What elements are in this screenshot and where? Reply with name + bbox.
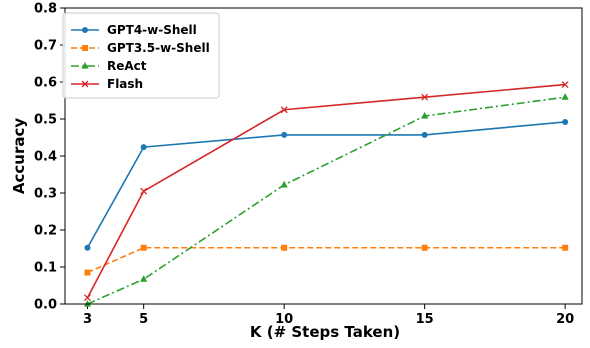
- data-point-react: [83, 300, 92, 307]
- data-point-react: [421, 112, 429, 119]
- legend-label: ReAct: [107, 59, 147, 73]
- data-point-gpt3-5-w-shell: [421, 244, 428, 251]
- data-point-gpt4-w-shell: [562, 118, 569, 125]
- data-point-flash: [140, 187, 148, 195]
- series-line-flash: [86, 83, 566, 299]
- legend-marker: [81, 62, 89, 69]
- data-point-flash: [421, 93, 429, 101]
- x-axis-title: K (# Steps Taken): [250, 323, 400, 341]
- legend-item-react: ReAct: [71, 59, 147, 73]
- y-tick-label: 0.8: [34, 2, 57, 17]
- data-point-gpt4-w-shell: [140, 144, 147, 151]
- data-point-gpt3-5-w-shell: [140, 244, 147, 251]
- legend-label: GPT4-w-Shell: [107, 23, 197, 37]
- legend-label: Flash: [107, 77, 143, 91]
- x-tick-label: 20: [556, 312, 574, 327]
- legend-item-gpt4-w-shell: GPT4-w-Shell: [71, 23, 197, 37]
- legend-label: GPT3.5-w-Shell: [107, 41, 210, 55]
- x-tick-label: 10: [275, 312, 293, 327]
- y-tick-label: 0.1: [34, 261, 57, 276]
- data-point-gpt3-5-w-shell: [562, 244, 569, 251]
- legend-marker: [81, 80, 89, 88]
- y-tick-label: 0.4: [34, 150, 57, 165]
- data-point-flash: [84, 294, 91, 302]
- legend-box: [62, 12, 220, 99]
- series-react: [83, 93, 569, 307]
- legend-marker: [82, 45, 88, 51]
- data-point-gpt4-w-shell: [84, 244, 91, 251]
- data-point-gpt3-5-w-shell: [84, 269, 91, 276]
- data-point-gpt4-w-shell: [421, 131, 428, 138]
- series-line-gpt4-w-shell: [86, 121, 566, 249]
- series-gpt3-5-w-shell: [84, 244, 569, 276]
- data-point-react: [140, 275, 148, 282]
- x-axis: 3 5 10 15 20: [83, 304, 574, 327]
- plot-frame: [64, 7, 583, 305]
- y-axis: 0.0 0.1 0.2 0.3 0.4 0.5 0.6 0.7 0.8: [34, 2, 65, 313]
- legend-item-flash: Flash: [71, 77, 143, 91]
- data-point-react: [280, 180, 288, 188]
- plot-area: [83, 81, 569, 307]
- y-tick-label: 0.5: [34, 113, 57, 128]
- data-point-flash: [561, 81, 569, 89]
- data-point-flash: [280, 106, 288, 114]
- y-tick-label: 0.0: [34, 298, 57, 313]
- data-point-gpt3-5-w-shell: [281, 244, 288, 251]
- y-tick-label: 0.2: [34, 224, 57, 239]
- series-gpt4-w-shell: [84, 118, 569, 251]
- legend: GPT4-w-Shell GPT3.5-w-Shell ReAct Flash: [62, 12, 220, 99]
- y-axis-title: Accuracy: [10, 118, 28, 194]
- y-tick-label: 0.3: [34, 187, 57, 202]
- x-tick-label: 3: [83, 312, 92, 327]
- legend-marker: [82, 27, 88, 33]
- data-point-gpt4-w-shell: [281, 131, 288, 138]
- legend-item-gpt3-5-w-shell: GPT3.5-w-Shell: [71, 41, 210, 55]
- y-tick-label: 0.7: [34, 39, 57, 54]
- x-tick-label: 15: [416, 312, 434, 327]
- y-tick-label: 0.6: [34, 76, 57, 91]
- series-flash: [84, 81, 569, 302]
- x-tick-label: 5: [139, 312, 148, 327]
- data-point-react: [561, 93, 569, 100]
